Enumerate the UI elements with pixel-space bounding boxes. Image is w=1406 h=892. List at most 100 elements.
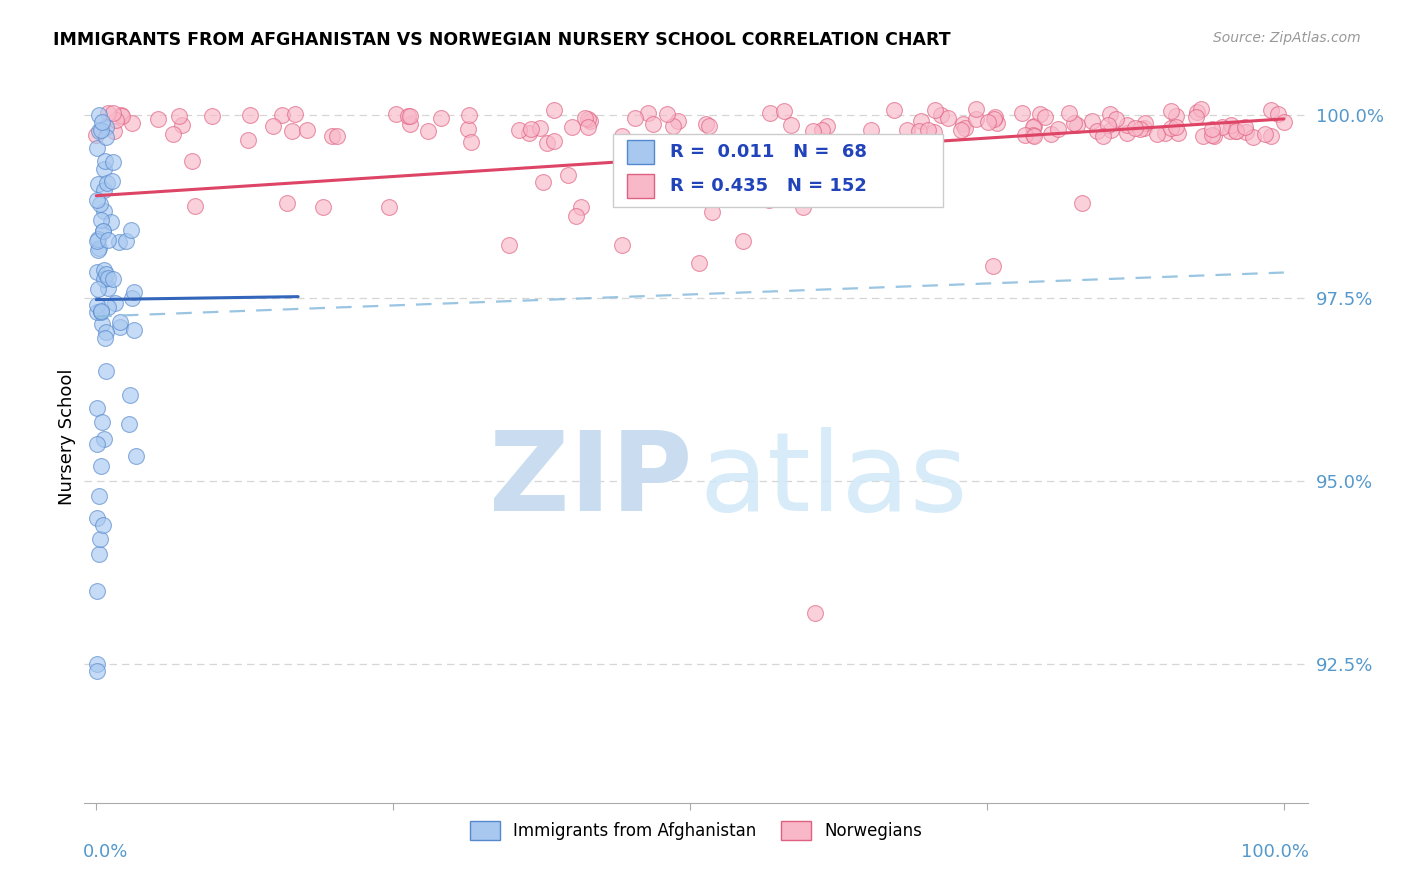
Point bbox=[312, 200, 335, 214]
Point bbox=[93, 263, 115, 277]
Point bbox=[1057, 105, 1080, 120]
Point bbox=[94, 325, 117, 339]
Point bbox=[1092, 129, 1115, 144]
Point bbox=[1201, 122, 1223, 136]
Point bbox=[773, 104, 796, 119]
Point bbox=[183, 199, 205, 213]
Point bbox=[983, 112, 1005, 126]
Point bbox=[536, 136, 558, 150]
Point bbox=[86, 510, 108, 524]
Point bbox=[1022, 128, 1045, 143]
Point bbox=[695, 117, 717, 131]
Point bbox=[576, 112, 599, 126]
Point bbox=[86, 298, 108, 312]
Text: IMMIGRANTS FROM AFGHANISTAN VS NORWEGIAN NURSERY SCHOOL CORRELATION CHART: IMMIGRANTS FROM AFGHANISTAN VS NORWEGIAN… bbox=[53, 31, 950, 49]
Text: ZIP: ZIP bbox=[489, 427, 692, 534]
Point bbox=[1233, 120, 1256, 134]
Point bbox=[896, 123, 918, 137]
Point bbox=[1220, 118, 1243, 132]
Point bbox=[94, 331, 117, 345]
Point bbox=[1123, 120, 1146, 135]
Point bbox=[1085, 124, 1108, 138]
Point bbox=[239, 108, 262, 122]
Point bbox=[1204, 128, 1226, 143]
Point bbox=[1022, 119, 1045, 133]
Point bbox=[108, 320, 131, 334]
Point bbox=[87, 282, 110, 296]
Point bbox=[125, 449, 148, 463]
Point bbox=[1029, 107, 1052, 121]
Point bbox=[981, 259, 1004, 273]
Point bbox=[86, 244, 108, 258]
Point bbox=[399, 117, 422, 131]
Point bbox=[295, 122, 318, 136]
Point bbox=[815, 120, 838, 134]
Point bbox=[385, 107, 408, 121]
Point bbox=[953, 120, 976, 135]
Point bbox=[87, 547, 110, 561]
Point bbox=[90, 115, 112, 129]
Text: 0.0%: 0.0% bbox=[83, 843, 128, 861]
Point bbox=[727, 187, 749, 202]
Point bbox=[118, 417, 141, 431]
Legend: Immigrants from Afghanistan, Norwegians: Immigrants from Afghanistan, Norwegians bbox=[463, 814, 929, 847]
Point bbox=[167, 109, 190, 123]
Point bbox=[543, 103, 565, 117]
Point bbox=[121, 116, 143, 130]
Point bbox=[647, 180, 669, 194]
Point bbox=[86, 231, 108, 245]
Point bbox=[93, 517, 115, 532]
Point bbox=[1071, 196, 1094, 211]
Point bbox=[321, 129, 343, 144]
Point bbox=[120, 223, 142, 237]
Point bbox=[702, 205, 724, 219]
Point bbox=[922, 125, 945, 139]
Point bbox=[97, 233, 120, 247]
Point bbox=[101, 155, 124, 169]
Text: Source: ZipAtlas.com: Source: ZipAtlas.com bbox=[1213, 31, 1361, 45]
Point bbox=[517, 126, 540, 140]
Point bbox=[86, 305, 108, 319]
FancyBboxPatch shape bbox=[613, 134, 943, 207]
Point bbox=[93, 432, 115, 446]
Point bbox=[162, 127, 184, 141]
Point bbox=[396, 109, 419, 123]
Point bbox=[87, 108, 110, 122]
Point bbox=[93, 203, 115, 218]
Point bbox=[89, 197, 111, 211]
Point bbox=[803, 124, 825, 138]
Point bbox=[1116, 118, 1139, 132]
Point bbox=[91, 416, 114, 430]
Point bbox=[90, 303, 112, 318]
Point bbox=[281, 124, 304, 138]
Point bbox=[610, 237, 633, 252]
Text: R =  0.011   N =  68: R = 0.011 N = 68 bbox=[671, 144, 868, 161]
Point bbox=[262, 119, 284, 133]
Point bbox=[1267, 107, 1289, 121]
Point bbox=[508, 122, 530, 136]
Point bbox=[86, 401, 108, 415]
Point bbox=[181, 154, 204, 169]
Point bbox=[574, 111, 596, 125]
Point bbox=[1105, 112, 1128, 127]
Point bbox=[1011, 106, 1033, 120]
Point bbox=[93, 183, 115, 197]
Point bbox=[108, 235, 131, 250]
Point bbox=[952, 117, 974, 131]
Point bbox=[122, 285, 145, 299]
Point bbox=[124, 323, 146, 337]
Point bbox=[378, 200, 401, 214]
Point bbox=[557, 169, 579, 183]
Point bbox=[118, 388, 141, 402]
Point bbox=[688, 256, 710, 270]
Point bbox=[643, 118, 665, 132]
Point bbox=[1164, 120, 1187, 135]
Point bbox=[792, 200, 814, 214]
Text: 100.0%: 100.0% bbox=[1241, 843, 1309, 861]
Point bbox=[531, 175, 554, 189]
Point bbox=[1160, 103, 1182, 118]
Point bbox=[86, 437, 108, 451]
Point bbox=[91, 224, 114, 238]
Point bbox=[1185, 105, 1208, 120]
Point bbox=[780, 118, 803, 132]
